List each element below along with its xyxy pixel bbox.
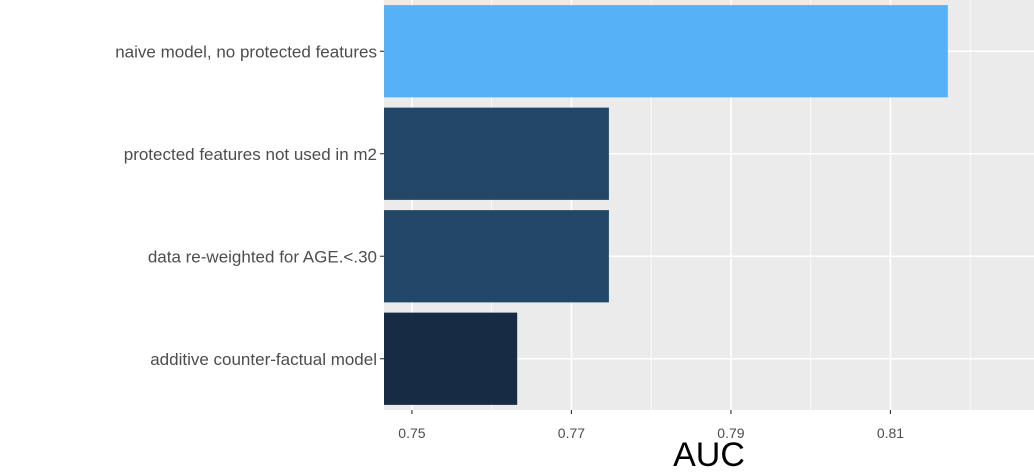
x-tick-label: 0.79 xyxy=(717,425,744,441)
y-tick-label: protected features not used in m2 xyxy=(124,145,377,164)
x-tick-label: 0.75 xyxy=(398,425,425,441)
x-axis-title: AUC xyxy=(673,436,745,472)
bars xyxy=(384,5,948,405)
y-tick-label: naive model, no protected features xyxy=(115,42,377,61)
x-axis: 0.75 0.77 0.79 0.81 xyxy=(398,410,904,441)
bar xyxy=(384,107,609,200)
bar xyxy=(384,5,948,98)
y-axis: naive model, no protected features protec… xyxy=(115,42,384,369)
bar xyxy=(384,312,518,405)
y-tick-label: additive counter-factual model xyxy=(150,350,377,369)
x-tick-label: 0.81 xyxy=(877,425,904,441)
y-tick-label: data re-weighted for AGE.<.30 xyxy=(148,247,377,266)
bar xyxy=(384,210,609,303)
x-tick-label: 0.77 xyxy=(558,425,585,441)
